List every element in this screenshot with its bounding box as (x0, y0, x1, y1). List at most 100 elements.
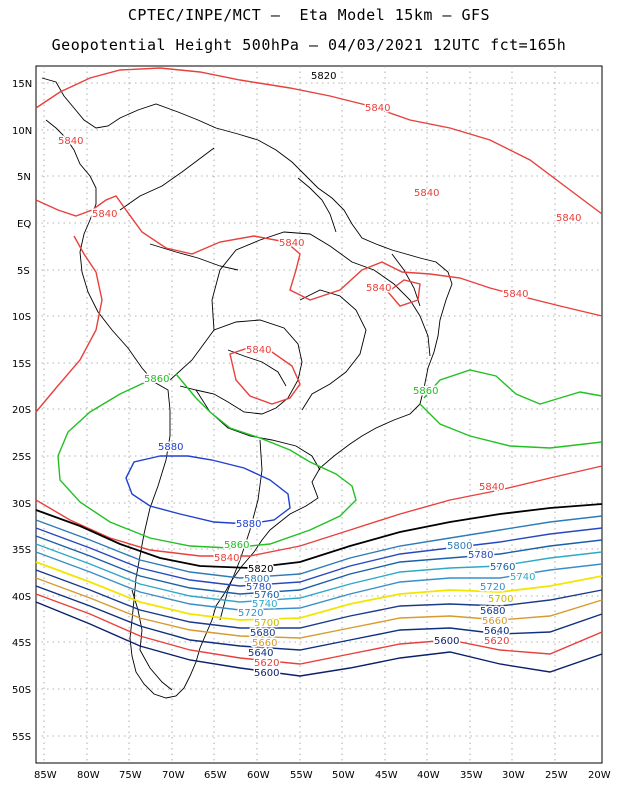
lon-label: 40W (417, 770, 440, 781)
contour-labels: 5820 5840 5840 5840 5840 5840 5840 5840 … (57, 70, 583, 681)
contour-5740 (35, 543, 603, 603)
contour-label: 5600 (434, 636, 459, 647)
contour-label: 5780 (246, 582, 271, 593)
contour-5880-high (125, 455, 291, 525)
lon-label: 60W (247, 770, 270, 781)
contour-label: 5660 (252, 638, 277, 649)
contour-5860-high (57, 373, 357, 549)
graticule (36, 66, 602, 763)
lat-label: 50S (12, 685, 31, 696)
contour-5840-south (35, 465, 603, 557)
contour-label: 5880 (158, 442, 183, 453)
contour-label: 5700 (254, 618, 279, 629)
contour-label: 5840 (556, 213, 581, 224)
contour-label: 5680 (250, 628, 275, 639)
contour-5840-north (35, 67, 603, 215)
contour-5820 (35, 503, 603, 569)
contour-label: 5840 (279, 238, 304, 249)
contour-label: 5880 (236, 519, 261, 530)
geopotential-contours (35, 67, 603, 677)
contour-label: 5760 (254, 590, 279, 601)
contour-label: 5600 (254, 668, 279, 679)
contour-5640 (35, 585, 603, 651)
contour-label: 5860 (413, 386, 438, 397)
lat-label: 25S (12, 452, 31, 463)
lat-label: 5N (17, 172, 31, 183)
lon-label: 85W (34, 770, 57, 781)
contour-5800 (35, 515, 603, 579)
lon-label: 80W (77, 770, 100, 781)
contour-5700 (35, 561, 603, 621)
chart-title-line2: Geopotential Height 500hPa – 04/03/2021 … (51, 36, 567, 54)
lon-label: 45W (375, 770, 398, 781)
chart-title-line1: CPTEC/INPE/MCT – Eta Model 15km – GFS (127, 6, 491, 24)
contour-label: 5640 (248, 648, 273, 659)
lat-label: 55S (12, 732, 31, 743)
lon-label: 25W (545, 770, 568, 781)
lat-label: 15N (12, 79, 32, 90)
contour-5840-mid (35, 195, 603, 317)
contour-5780 (35, 527, 603, 587)
contour-label: 5840 (214, 553, 239, 564)
lat-label: 5S (17, 266, 30, 277)
lat-label: EQ (17, 219, 31, 230)
contour-label: 5760 (490, 562, 515, 573)
contour-label: 5820 (311, 71, 336, 82)
contour-label: 5840 (365, 103, 390, 114)
lon-label: 70W (162, 770, 185, 781)
contour-label: 5840 (414, 188, 439, 199)
latitude-labels: 15N 10N 5N EQ 5S 10S 15S 20S 25S 30S 35S… (12, 79, 32, 743)
contour-label: 5840 (479, 482, 504, 493)
contour-label: 5720 (480, 582, 505, 593)
contour-label: 5660 (482, 616, 507, 627)
contour-label: 5620 (484, 636, 509, 647)
contour-label: 5700 (488, 594, 513, 605)
contour-label: 5720 (238, 608, 263, 619)
contour-5620 (35, 593, 603, 665)
contour-label: 5840 (92, 209, 117, 220)
lon-label: 65W (204, 770, 227, 781)
lat-label: 40S (12, 592, 31, 603)
contour-5840-closed-b (386, 279, 421, 307)
contour-5860-east-b (419, 403, 603, 449)
contour-label: 5860 (144, 374, 169, 385)
contour-label: 5840 (503, 289, 528, 300)
lat-label: 20S (12, 405, 31, 416)
lat-label: 35S (12, 545, 31, 556)
lat-label: 10N (12, 126, 32, 137)
lon-label: 30W (502, 770, 525, 781)
contour-label: 5840 (246, 345, 271, 356)
contour-label: 5740 (252, 599, 277, 610)
longitude-labels: 85W 80W 75W 70W 65W 60W 55W 50W 45W 40W … (34, 770, 611, 781)
contour-5840-closed-a (229, 347, 301, 405)
lat-label: 30S (12, 499, 31, 510)
contour-5720 (35, 551, 603, 611)
contour-label: 5840 (58, 136, 83, 147)
contour-label: 5860 (224, 540, 249, 551)
contour-label: 5840 (366, 283, 391, 294)
lat-label: 15S (12, 359, 31, 370)
contour-label: 5800 (447, 541, 472, 552)
lat-label: 10S (12, 312, 31, 323)
contour-5860-east (423, 369, 603, 405)
contour-5680 (35, 569, 603, 629)
contour-label: 5780 (246, 582, 271, 593)
contour-5660 (35, 577, 603, 639)
lon-label: 50W (332, 770, 355, 781)
contour-label: 5820 (248, 564, 273, 575)
contour-label: 5780 (468, 550, 493, 561)
lat-label: 45S (12, 638, 31, 649)
contour-5840-west (35, 235, 103, 413)
contour-label: 5680 (480, 606, 505, 617)
contour-5760 (35, 535, 603, 595)
contour-label: 5740 (510, 572, 535, 583)
contour-label: 5620 (254, 658, 279, 669)
map-frame (35, 65, 603, 764)
lon-label: 35W (460, 770, 483, 781)
contour-5600 (35, 601, 603, 677)
contour-label: 5800 (244, 574, 269, 585)
lon-label: 55W (290, 770, 313, 781)
lon-label: 20W (588, 770, 611, 781)
contour-label: 5640 (484, 626, 509, 637)
